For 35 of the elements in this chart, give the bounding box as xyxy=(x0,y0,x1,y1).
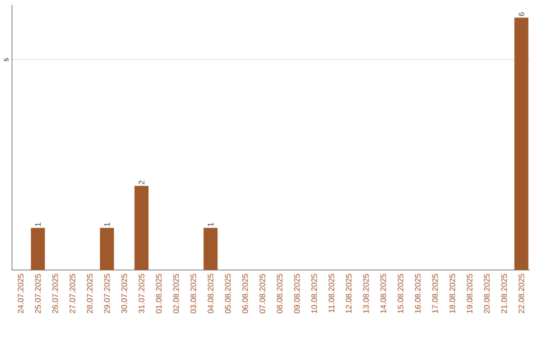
x-tick-label: 18.08.2025 xyxy=(449,274,456,313)
x-tick-label: 22.08.2025 xyxy=(518,274,524,314)
data-label: 1 xyxy=(35,222,41,226)
x-tick-label: 26.07.2025 xyxy=(52,274,58,314)
x-tick-label: 31.07.2025 xyxy=(138,274,144,314)
x-tick-label: 19.08.2025 xyxy=(466,274,472,313)
x-tick-label: 28.07.2025 xyxy=(86,274,93,314)
x-tick-label: 08.08.2025 xyxy=(276,274,282,314)
x-tick-label: 21.08.2025 xyxy=(501,274,507,314)
x-tick-label: 29.07.2025 xyxy=(104,274,110,314)
x-tick-label: 17.08.2025 xyxy=(432,274,438,313)
data-label: 2 xyxy=(138,180,144,184)
x-tick-label: 30.07.2025 xyxy=(121,274,128,314)
x-tick-label: 12.08.2025 xyxy=(346,274,352,313)
x-tick-label: 27.07.2025 xyxy=(70,274,76,314)
data-label: 6 xyxy=(518,12,524,16)
x-tick-label: 25.07.2025 xyxy=(35,274,41,314)
data-label: 1 xyxy=(104,222,110,226)
x-tick-label: 14.08.2025 xyxy=(380,274,386,313)
x-tick-label: 09.08.2025 xyxy=(294,274,300,314)
x-tick-label: 16.08.2025 xyxy=(414,274,421,313)
x-tick-label: 05.08.2025 xyxy=(225,274,231,314)
x-tick-label: 03.08.2025 xyxy=(190,274,196,314)
x-tick-label: 10.08.2025 xyxy=(311,274,317,313)
x-tick-label: 15.08.2025 xyxy=(398,274,404,313)
x-tick-label: 01.08.2025 xyxy=(156,274,162,314)
x-tick-label: 24.07.2025 xyxy=(18,274,24,314)
x-tick-label: 06.08.2025 xyxy=(242,274,248,314)
x-tick-label: 04.08.2025 xyxy=(208,274,214,314)
x-tick-label: 07.08.2025 xyxy=(260,274,266,314)
x-tick-label: 02.08.2025 xyxy=(173,274,179,314)
data-label: 1 xyxy=(208,222,214,226)
x-tick-label: 13.08.2025 xyxy=(363,274,369,313)
x-tick-label: 20.08.2025 xyxy=(484,274,490,314)
x-tick-label: 11.08.2025 xyxy=(328,274,334,312)
